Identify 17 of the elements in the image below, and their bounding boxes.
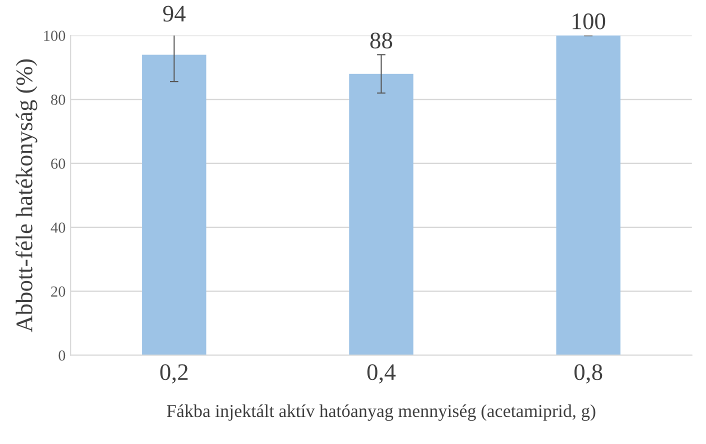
y-tick-label: 40 [50, 222, 66, 233]
y-tick-label: 80 [51, 94, 66, 105]
bar [349, 74, 414, 356]
x-tick-label: 0,4 [367, 364, 396, 384]
y-tick-label: 20 [51, 286, 66, 297]
data-label: 94 [163, 6, 186, 22]
bar [556, 36, 620, 356]
y-axis-title: Abbott-féle hatékonyság (%) [16, 59, 38, 332]
y-tick-label: 0 [58, 350, 66, 361]
x-tick-label: 0,2 [160, 364, 188, 384]
x-axis-title: Fákba injektált aktív hatóanyag mennyiség (acetamiprid, g) [166, 404, 596, 421]
x-tick-label: 0,8 [574, 364, 602, 384]
data-label: 100 [572, 13, 606, 30]
bar [142, 54, 206, 356]
y-tick-label: 60 [51, 158, 66, 169]
data-label: 88 [370, 32, 392, 49]
y-tick-label: 100 [44, 30, 66, 41]
